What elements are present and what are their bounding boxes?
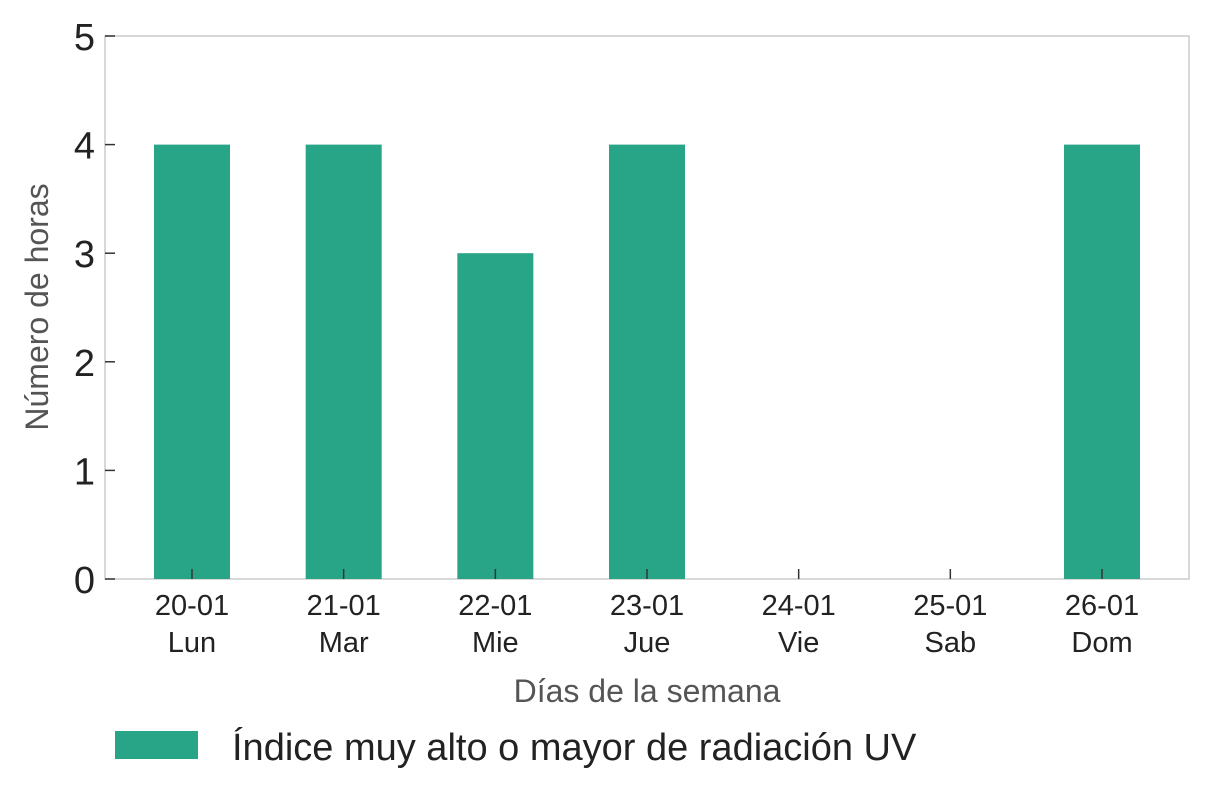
bar-26-01: [1064, 144, 1140, 579]
x-tick-label-day: Mie: [472, 627, 519, 659]
y-tick-label: 4: [74, 126, 95, 168]
x-tick-label-day: Lun: [168, 627, 216, 659]
x-tick-label-date: 23-01: [610, 590, 684, 622]
legend-label: Índice muy alto o mayor de radiación UV: [232, 726, 917, 769]
x-tick-label-day: Mar: [319, 627, 369, 659]
bar-23-01: [609, 144, 685, 579]
x-tick-label-day: Jue: [624, 627, 671, 659]
y-tick-label: 5: [74, 17, 95, 59]
y-axis-title: Número de horas: [19, 183, 55, 430]
bars-group: [154, 144, 1140, 579]
y-tick-label: 3: [74, 234, 95, 276]
y-tick-label: 0: [74, 560, 95, 602]
x-axis-title: Días de la semana: [514, 673, 781, 709]
x-tick-label-date: 20-01: [155, 590, 229, 622]
bar-22-01: [457, 253, 534, 579]
x-tick-label-day: Sab: [925, 627, 977, 659]
x-tick-label-date: 24-01: [762, 590, 836, 622]
legend: Índice muy alto o mayor de radiación UV: [115, 726, 917, 769]
x-tick-label-date: 26-01: [1065, 590, 1139, 622]
x-tick-label-day: Vie: [778, 627, 819, 659]
y-tick-label: 2: [74, 343, 95, 385]
x-axis-ticks: 20-01 Lun 21-01 Mar 22-01 Mie 23-01 Jue 24-01 Vie…: [155, 569, 1139, 659]
x-tick-label-date: 21-01: [307, 590, 381, 622]
x-tick-label-date: 22-01: [458, 590, 532, 622]
x-tick-label-day: Dom: [1071, 627, 1132, 659]
bar-21-01: [305, 144, 382, 579]
x-tick-label-date: 25-01: [913, 590, 987, 622]
y-axis-ticks: 0 1 2 3 4 5: [74, 17, 115, 602]
legend-swatch: [115, 731, 198, 759]
bar-20-01: [154, 144, 230, 579]
y-tick-label: 1: [74, 451, 95, 493]
